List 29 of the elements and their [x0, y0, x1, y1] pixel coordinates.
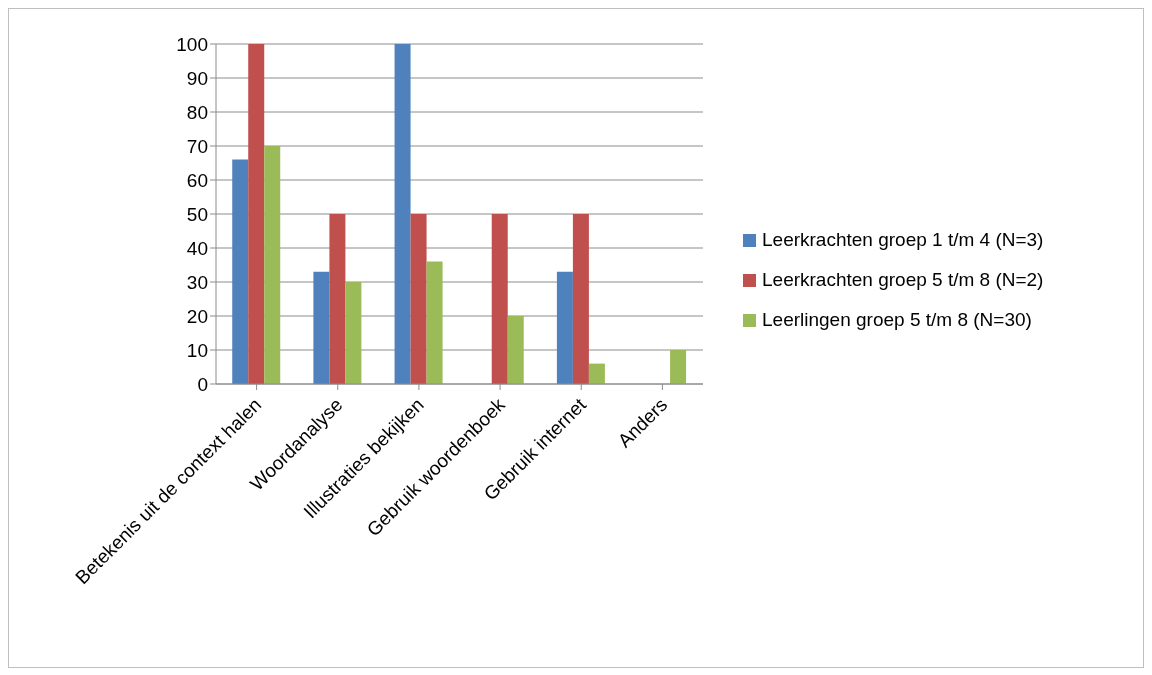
bar — [232, 159, 249, 384]
bar — [313, 271, 330, 384]
y-tick-label: 30 — [186, 271, 208, 293]
bar — [394, 44, 411, 384]
bar — [507, 316, 524, 384]
bar — [556, 271, 573, 384]
bar — [588, 363, 605, 384]
y-tick-label: 20 — [186, 305, 208, 327]
bar — [248, 44, 265, 384]
bar — [329, 214, 346, 384]
y-tick-label: 0 — [197, 373, 208, 395]
bar — [572, 214, 589, 384]
y-tick-label: 50 — [186, 203, 208, 225]
legend-label: Leerkrachten groep 1 t/m 4 (N=3) — [762, 229, 1045, 251]
y-tick-label: 100 — [176, 33, 208, 55]
bar — [345, 282, 362, 384]
bar — [264, 146, 281, 384]
y-tick-label: 40 — [186, 237, 208, 259]
bar — [410, 214, 427, 384]
legend-label: Leerlingen groep 5 t/m 8 (N=30) — [762, 309, 1033, 331]
bar — [426, 261, 443, 384]
y-tick-label: 60 — [186, 169, 208, 191]
y-tick-label: 90 — [186, 67, 208, 89]
legend-label: Leerkrachten groep 5 t/m 8 (N=2) — [762, 269, 1045, 291]
y-tick-label: 10 — [186, 339, 208, 361]
bar — [670, 350, 687, 384]
y-tick-label: 80 — [186, 101, 208, 123]
bar — [491, 214, 508, 384]
y-tick-label: 70 — [186, 135, 208, 157]
